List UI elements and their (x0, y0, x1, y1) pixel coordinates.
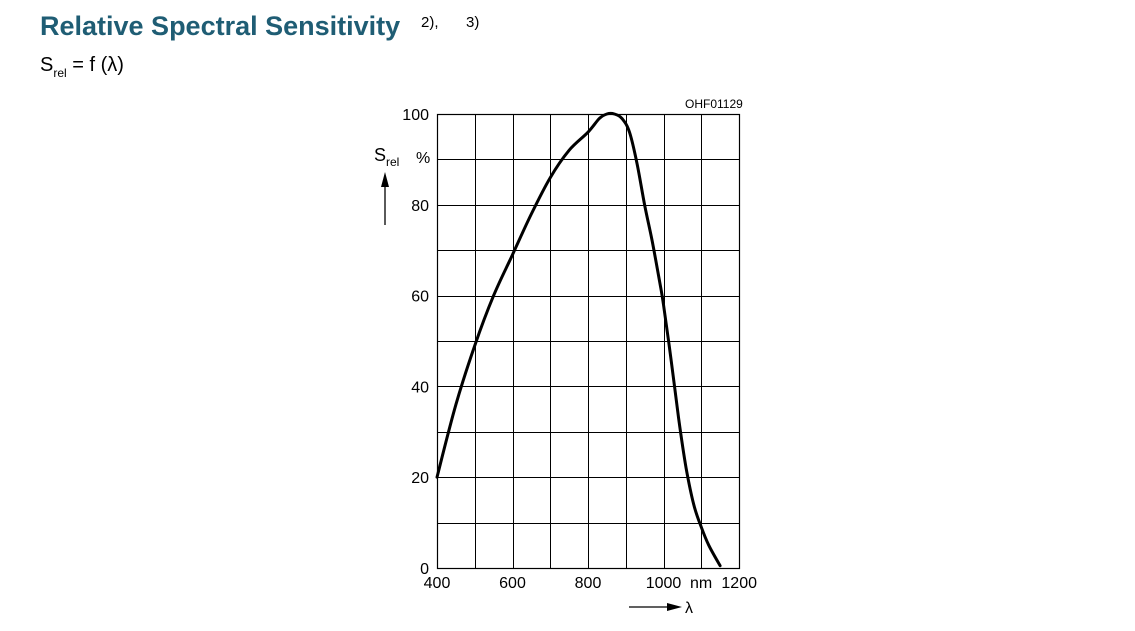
y-axis-subscript: rel (386, 155, 399, 169)
x-tick-label: 800 (575, 575, 602, 592)
x-axis-symbol: λ (685, 600, 693, 617)
y-axis-unit: % (416, 150, 430, 167)
y-tick-label: 80 (411, 198, 429, 215)
x-tick-label: 1000 (646, 575, 682, 592)
y-tick-label: 100 (402, 107, 429, 124)
sensitivity-curve (435, 111, 722, 568)
formula-rest: = f (λ) (66, 54, 124, 76)
chart-grid (436, 113, 741, 570)
footnote-ref-2: 2), (421, 14, 439, 31)
y-axis-symbol: S (374, 145, 386, 165)
page-title: Relative Spectral Sensitivity (40, 11, 400, 42)
title-text: Relative Spectral Sensitivity (40, 11, 401, 41)
chart-code-label: OHF01129 (685, 97, 743, 111)
formula-subtitle: Srel = f (λ) (40, 54, 124, 80)
footnote-ref-3: 3) (466, 14, 480, 31)
formula-subscript: rel (53, 66, 67, 80)
x-tick-label: 1200 (721, 575, 757, 592)
y-tick-label: 0 (420, 561, 429, 578)
x-tick-label: 600 (499, 575, 526, 592)
formula-symbol: S (40, 54, 54, 76)
y-tick-label: 40 (411, 379, 429, 396)
y-tick-label: 20 (411, 470, 429, 487)
chart-tick-labels: 0 20 40 60 80 100 400 600 800 1000 1200 (402, 107, 757, 592)
x-axis-unit: nm (690, 575, 712, 592)
chart-series (435, 111, 722, 568)
x-axis-arrow (629, 603, 682, 611)
x-tick-label: 400 (424, 575, 451, 592)
y-axis-arrow (381, 172, 389, 225)
plot-frame (436, 113, 741, 570)
y-tick-label: 60 (411, 289, 429, 306)
